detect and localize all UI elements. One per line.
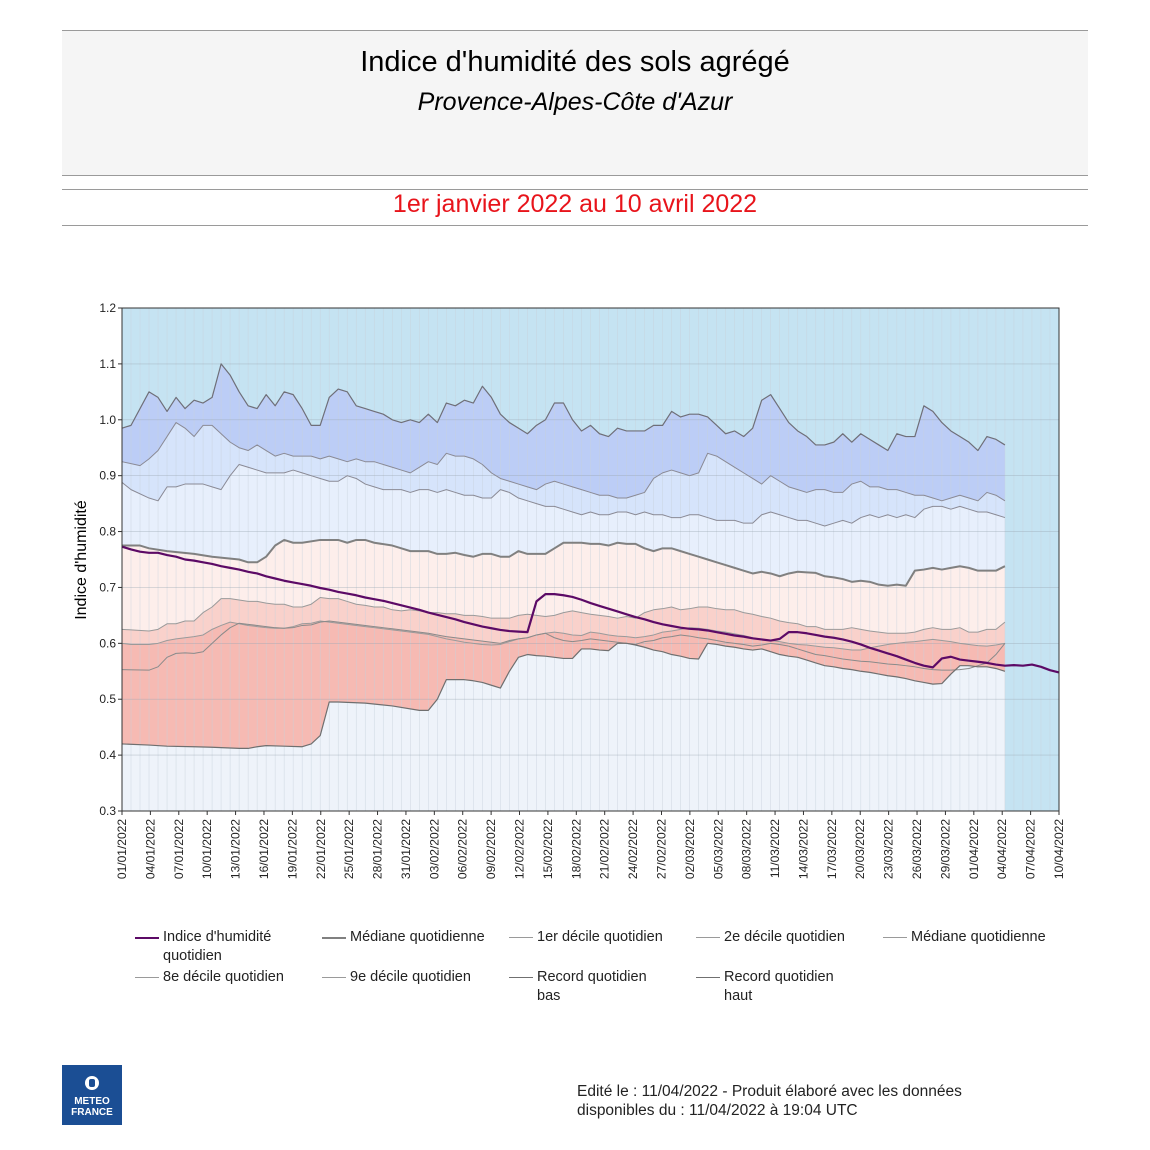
x-tick-label: 22/01/2022: [314, 819, 328, 879]
x-tick-label: 27/02/2022: [654, 819, 668, 879]
legend-label: Indice d'humidité quotidien: [163, 929, 272, 964]
x-tick-label: 15/02/2022: [541, 819, 555, 879]
series-humidity-index: [121, 545, 1060, 674]
x-tick-label: 31/01/2022: [399, 819, 413, 879]
x-tick-label: 18/02/2022: [569, 819, 583, 879]
chart-vertical-grid: [121, 308, 1060, 811]
legend-swatch: [322, 937, 346, 939]
x-tick-label: 20/03/2022: [853, 819, 867, 879]
period-label: 1er janvier 2022 au 10 avril 2022: [392, 190, 758, 218]
x-tick-label: 10/01/2022: [200, 819, 214, 879]
legend-label: 2e décile quotidien: [724, 929, 845, 945]
legend-label: Médiane quotidienne: [911, 929, 1046, 945]
y-tick-label: 0.5: [99, 692, 116, 706]
x-tick-label: 13/01/2022: [229, 819, 243, 879]
y-tick-label: 0.6: [99, 636, 116, 650]
y-tick-label: 0.3: [99, 804, 116, 818]
series-median: [122, 538, 1006, 587]
x-tick-label: 26/03/2022: [910, 819, 924, 879]
legend-swatch: [696, 977, 720, 978]
edition-note: Edité le : 11/04/2022 - Produit élaboré …: [577, 1082, 1047, 1120]
x-tick-label: 05/03/2022: [711, 819, 725, 879]
x-tick-label: 04/01/2022: [143, 819, 157, 879]
divider: [62, 189, 1088, 190]
series-record-low: [121, 642, 1006, 750]
x-tick-label: 07/04/2022: [1024, 819, 1038, 879]
logo-icon: [85, 1076, 99, 1090]
series-decile-2: [121, 597, 1006, 634]
edition-note-line1: Edité le : 11/04/2022 - Produit élaboré …: [577, 1083, 962, 1100]
y-tick-label: 0.7: [99, 580, 116, 594]
x-tick-label: 25/01/2022: [342, 819, 356, 879]
y-tick-label: 1.0: [99, 413, 116, 427]
x-axis: 01/01/2022 04/01/2022 07/01/2022 10/01/2022…: [115, 811, 1066, 879]
header-box: Indice d'humidité des sols agrégé Proven…: [62, 30, 1088, 176]
series-record-high: [121, 363, 1006, 452]
x-tick-label: 21/02/2022: [598, 819, 612, 879]
x-tick-label: 06/02/2022: [456, 819, 470, 879]
logo-text-line2: FRANCE: [71, 1107, 113, 1118]
x-tick-label: 04/04/2022: [995, 819, 1009, 879]
x-tick-label: 28/01/2022: [371, 819, 385, 879]
x-tick-label: 10/04/2022: [1052, 819, 1066, 879]
x-tick-label: 02/03/2022: [683, 819, 697, 879]
x-tick-label: 29/03/2022: [938, 819, 952, 879]
legend-label: 8e décile quotidien: [163, 969, 284, 985]
series-median-low: [121, 620, 1006, 671]
legend-label: Record quotidien bas: [537, 969, 647, 1004]
x-tick-label: 14/03/2022: [796, 819, 810, 879]
y-axis: 0.3 0.4 0.5 0.6 0.7 0.8 0.9 1.0 1.1 1.2: [99, 301, 122, 818]
x-tick-label: 17/03/2022: [825, 819, 839, 879]
meteo-france-logo: METEO FRANCE: [62, 1065, 122, 1125]
legend-swatch: [509, 977, 533, 978]
legend-swatch: [135, 937, 159, 939]
page-subtitle: Provence-Alpes-Côte d'Azur: [417, 88, 733, 116]
y-tick-label: 0.4: [99, 748, 116, 762]
x-tick-label: 16/01/2022: [257, 819, 271, 879]
y-axis-label: Indice d'humidité: [73, 500, 90, 620]
series-decile-8: [121, 463, 1006, 527]
x-tick-label: 24/02/2022: [626, 819, 640, 879]
series-decile-9: [121, 422, 1006, 502]
edition-note-line2: disponibles du : 11/04/2022 à 19:04 UTC: [577, 1102, 858, 1119]
y-tick-label: 0.9: [99, 469, 116, 483]
chart-lines: [121, 363, 1060, 750]
legend-swatch: [883, 937, 907, 938]
x-tick-label: 12/02/2022: [513, 819, 527, 879]
x-tick-label: 23/03/2022: [882, 819, 896, 879]
x-tick-label: 01/01/2022: [115, 819, 129, 879]
page-title: Indice d'humidité des sols agrégé: [360, 46, 790, 78]
y-tick-label: 0.8: [99, 525, 116, 539]
x-tick-label: 09/02/2022: [484, 819, 498, 879]
legend-label: Record quotidien haut: [724, 969, 834, 1004]
x-tick-label: 01/04/2022: [967, 819, 981, 879]
legend-label: Médiane quotidienne: [350, 929, 485, 945]
legend-label: 9e décile quotidien: [350, 969, 471, 985]
x-tick-label: 11/03/2022: [768, 819, 782, 878]
legend-label: 1er décile quotidien: [537, 929, 663, 945]
legend-swatch: [509, 937, 533, 938]
plot-frame: [121, 307, 1060, 812]
legend-swatch: [322, 977, 346, 978]
x-tick-label: 07/01/2022: [172, 819, 186, 879]
x-tick-label: 19/01/2022: [285, 819, 299, 879]
y-tick-label: 1.1: [99, 357, 116, 371]
legend-swatch: [135, 977, 159, 978]
x-tick-label: 08/03/2022: [740, 819, 754, 879]
logo-text-line1: METEO: [74, 1096, 110, 1107]
x-tick-label: 03/02/2022: [427, 819, 441, 879]
y-tick-label: 1.2: [99, 301, 116, 315]
divider: [62, 225, 1088, 226]
legend-swatch: [696, 937, 720, 938]
